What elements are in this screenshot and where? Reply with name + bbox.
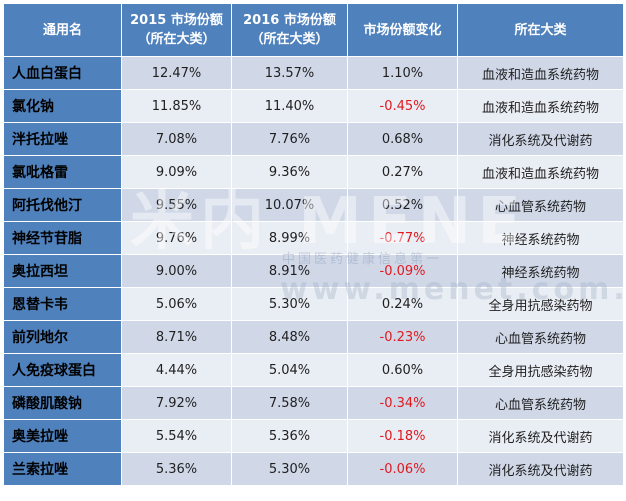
cell-share-change: -0.34% xyxy=(347,386,458,420)
cell-category: 消化系统及代谢药 xyxy=(457,452,624,486)
cell-share-2016: 13.57% xyxy=(231,56,348,90)
table-row: 氯化钠 11.85% 11.40% -0.45% 血液和造血系统药物 xyxy=(3,89,624,123)
market-share-table: 通用名 2015 市场份额（所在大类） 2016 市场份额（所在大类） 市场份额… xyxy=(3,3,624,486)
table-row: 人免疫球蛋白 4.44% 5.04% 0.60% 全身用抗感染药物 xyxy=(3,353,624,387)
cell-generic-name: 人血白蛋白 xyxy=(3,56,122,90)
table-row: 人血白蛋白 12.47% 13.57% 1.10% 血液和造血系统药物 xyxy=(3,56,624,90)
table-header-row: 通用名 2015 市场份额（所在大类） 2016 市场份额（所在大类） 市场份额… xyxy=(3,3,624,57)
table-row: 奥拉西坦 9.00% 8.91% -0.09% 神经系统药物 xyxy=(3,254,624,288)
cell-share-2016: 8.48% xyxy=(231,320,348,354)
table-row: 磷酸肌酸钠 7.92% 7.58% -0.34% 心血管系统药物 xyxy=(3,386,624,420)
table-body: 人血白蛋白 12.47% 13.57% 1.10% 血液和造血系统药物 氯化钠 11.85%… xyxy=(3,56,624,486)
cell-share-change: -0.18% xyxy=(347,419,458,453)
cell-category: 消化系统及代谢药 xyxy=(457,122,624,156)
cell-share-2016: 9.36% xyxy=(231,155,348,189)
cell-category: 神经系统药物 xyxy=(457,221,624,255)
cell-generic-name: 氯化钠 xyxy=(3,89,122,123)
cell-share-change: 0.24% xyxy=(347,287,458,321)
cell-generic-name: 神经节苷脂 xyxy=(3,221,122,255)
cell-share-2016: 8.99% xyxy=(231,221,348,255)
cell-share-2016: 8.91% xyxy=(231,254,348,288)
cell-generic-name: 人免疫球蛋白 xyxy=(3,353,122,387)
cell-category: 全身用抗感染药物 xyxy=(457,287,624,321)
cell-share-2016: 7.76% xyxy=(231,122,348,156)
cell-generic-name: 阿托伐他汀 xyxy=(3,188,122,222)
cell-category: 血液和造血系统药物 xyxy=(457,56,624,90)
cell-share-2015: 7.08% xyxy=(121,122,232,156)
cell-generic-name: 泮托拉唑 xyxy=(3,122,122,156)
cell-share-2015: 5.06% xyxy=(121,287,232,321)
table-row: 泮托拉唑 7.08% 7.76% 0.68% 消化系统及代谢药 xyxy=(3,122,624,156)
table-row: 兰索拉唑 5.36% 5.30% -0.06% 消化系统及代谢药 xyxy=(3,452,624,486)
cell-category: 消化系统及代谢药 xyxy=(457,419,624,453)
cell-share-2016: 5.30% xyxy=(231,287,348,321)
cell-generic-name: 奥美拉唑 xyxy=(3,419,122,453)
cell-share-change: 0.68% xyxy=(347,122,458,156)
cell-category: 血液和造血系统药物 xyxy=(457,155,624,189)
cell-category: 心血管系统药物 xyxy=(457,188,624,222)
header-share-change: 市场份额变化 xyxy=(347,3,458,57)
cell-category: 血液和造血系统药物 xyxy=(457,89,624,123)
cell-share-change: -0.06% xyxy=(347,452,458,486)
cell-share-2016: 11.40% xyxy=(231,89,348,123)
header-share-2015: 2015 市场份额（所在大类） xyxy=(121,3,232,57)
cell-share-change: 0.27% xyxy=(347,155,458,189)
cell-share-2015: 7.92% xyxy=(121,386,232,420)
cell-share-change: 1.10% xyxy=(347,56,458,90)
header-category: 所在大类 xyxy=(457,3,624,57)
cell-generic-name: 磷酸肌酸钠 xyxy=(3,386,122,420)
cell-share-change: -0.09% xyxy=(347,254,458,288)
table-row: 阿托伐他汀 9.55% 10.07% 0.52% 心血管系统药物 xyxy=(3,188,624,222)
cell-generic-name: 兰索拉唑 xyxy=(3,452,122,486)
cell-share-2015: 8.71% xyxy=(121,320,232,354)
market-share-table-container: 通用名 2015 市场份额（所在大类） 2016 市场份额（所在大类） 市场份额… xyxy=(3,3,624,497)
header-share-2016: 2016 市场份额（所在大类） xyxy=(231,3,348,57)
cell-generic-name: 恩替卡韦 xyxy=(3,287,122,321)
table-row: 奥美拉唑 5.54% 5.36% -0.18% 消化系统及代谢药 xyxy=(3,419,624,453)
cell-share-change: 0.52% xyxy=(347,188,458,222)
cell-share-2016: 7.58% xyxy=(231,386,348,420)
cell-share-change: -0.23% xyxy=(347,320,458,354)
cell-share-2015: 5.36% xyxy=(121,452,232,486)
cell-share-2015: 12.47% xyxy=(121,56,232,90)
cell-category: 心血管系统药物 xyxy=(457,320,624,354)
cell-share-change: -0.77% xyxy=(347,221,458,255)
cell-share-change: -0.45% xyxy=(347,89,458,123)
table-row: 恩替卡韦 5.06% 5.30% 0.24% 全身用抗感染药物 xyxy=(3,287,624,321)
cell-generic-name: 奥拉西坦 xyxy=(3,254,122,288)
cell-category: 全身用抗感染药物 xyxy=(457,353,624,387)
cell-share-2015: 5.54% xyxy=(121,419,232,453)
cell-share-2015: 4.44% xyxy=(121,353,232,387)
cell-share-2015: 9.09% xyxy=(121,155,232,189)
cell-share-2015: 9.55% xyxy=(121,188,232,222)
cell-share-2016: 5.36% xyxy=(231,419,348,453)
table-row: 氯吡格雷 9.09% 9.36% 0.27% 血液和造血系统药物 xyxy=(3,155,624,189)
header-generic-name: 通用名 xyxy=(3,3,122,57)
cell-category: 心血管系统药物 xyxy=(457,386,624,420)
cell-generic-name: 前列地尔 xyxy=(3,320,122,354)
table-row: 前列地尔 8.71% 8.48% -0.23% 心血管系统药物 xyxy=(3,320,624,354)
cell-share-2015: 11.85% xyxy=(121,89,232,123)
table-row: 神经节苷脂 9.76% 8.99% -0.77% 神经系统药物 xyxy=(3,221,624,255)
cell-share-2015: 9.76% xyxy=(121,221,232,255)
cell-share-2016: 5.04% xyxy=(231,353,348,387)
cell-category: 神经系统药物 xyxy=(457,254,624,288)
cell-share-2016: 10.07% xyxy=(231,188,348,222)
cell-share-2015: 9.00% xyxy=(121,254,232,288)
cell-share-change: 0.60% xyxy=(347,353,458,387)
cell-share-2016: 5.30% xyxy=(231,452,348,486)
cell-generic-name: 氯吡格雷 xyxy=(3,155,122,189)
